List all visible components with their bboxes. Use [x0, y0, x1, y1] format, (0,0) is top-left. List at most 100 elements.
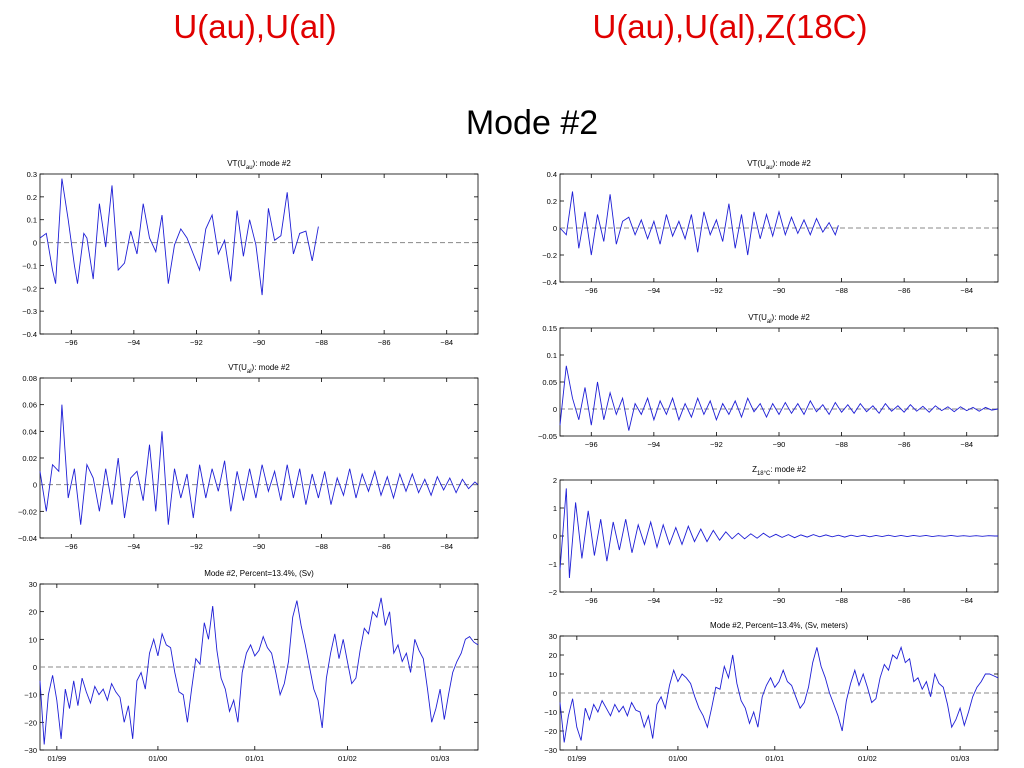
- y-tick-label: 0.06: [22, 401, 37, 410]
- y-tick-label: −0.4: [542, 278, 557, 287]
- heading-left: U(au),U(al): [173, 8, 337, 45]
- y-tick-label: 10: [549, 670, 557, 679]
- y-tick-label: 2: [553, 476, 557, 485]
- y-tick-label: 20: [549, 651, 557, 660]
- y-tick-label: −2: [548, 588, 557, 597]
- chart-title: Mode #2, Percent=13.4%, (Sv): [204, 569, 314, 578]
- x-tick-label: −84: [960, 596, 973, 605]
- chart-title: VT(Ual): mode #2: [228, 363, 290, 375]
- x-tick-label: −86: [898, 286, 911, 295]
- y-tick-label: 0.15: [542, 324, 557, 333]
- page-title: Mode #2: [465, 104, 599, 142]
- y-tick-label: 1: [553, 504, 557, 513]
- x-tick-label: 01/99: [567, 754, 586, 763]
- y-tick-label: 30: [29, 580, 37, 589]
- y-tick-label: 0.08: [22, 374, 37, 383]
- y-tick-label: 0.2: [547, 197, 557, 206]
- x-tick-label: −92: [710, 286, 723, 295]
- plot-frame: [39, 173, 479, 335]
- chart-left-uau: VT(Uau): mode #2 −0.4 −0.3 −0.2 −0.1 0 0.1 0.2 0…: [22, 159, 479, 347]
- x-tick-label: −88: [835, 286, 848, 295]
- x-tick-label: 01/00: [149, 754, 168, 763]
- y-tick-label: 0.2: [27, 193, 37, 202]
- chart-title: VT(Uau): mode #2: [747, 159, 811, 171]
- x-tick-label: −84: [960, 440, 973, 449]
- x-tick-label: −92: [190, 338, 203, 347]
- chart-right-ual: VT(Ual): mode #2 −0.05 0 0.05 0.1 0.15 −96 −94 −…: [538, 313, 999, 449]
- series-line: [39, 597, 479, 745]
- x-tick-label: −96: [585, 596, 598, 605]
- x-tick-label: −86: [378, 542, 391, 551]
- y-tick-label: 0: [553, 224, 557, 233]
- chart-right-uau: VT(Uau): mode #2 −0.4 −0.2 0 0.2 0.4 −96 −94 −92…: [542, 159, 999, 295]
- x-tick-label: −88: [835, 596, 848, 605]
- x-tick-label: −86: [898, 596, 911, 605]
- y-tick-label: −0.2: [542, 251, 557, 260]
- x-tick-label: −88: [315, 338, 328, 347]
- x-tick-label: −90: [773, 286, 786, 295]
- chart-title: VT(Uau): mode #2: [227, 159, 291, 171]
- y-tick-label: −0.2: [22, 284, 37, 293]
- chart-right-mode2-timeseries: Mode #2, Percent=13.4%, (Sv, meters) −30 −…: [544, 621, 999, 763]
- y-tick-label: 0.04: [22, 427, 37, 436]
- y-tick-label: 0: [553, 405, 557, 414]
- y-tick-label: −0.02: [18, 507, 37, 516]
- x-tick-label: −96: [585, 286, 598, 295]
- series-line: [559, 645, 999, 743]
- y-tick-label: 20: [29, 608, 37, 617]
- chart-title: VT(Ual): mode #2: [748, 313, 810, 325]
- x-tick-label: −84: [960, 286, 973, 295]
- y-tick-label: −10: [544, 708, 557, 717]
- series-line: [559, 191, 839, 256]
- x-tick-label: −94: [127, 338, 140, 347]
- x-tick-label: −90: [253, 338, 266, 347]
- y-tick-label: −0.05: [538, 432, 557, 441]
- y-tick-label: −0.04: [18, 534, 37, 543]
- y-tick-label: 0: [553, 532, 557, 541]
- x-tick-label: −96: [65, 338, 78, 347]
- x-tick-label: −90: [253, 542, 266, 551]
- y-tick-label: −10: [24, 691, 37, 700]
- x-tick-label: −96: [585, 440, 598, 449]
- y-tick-label: 0.1: [547, 351, 557, 360]
- x-tick-label: −86: [378, 338, 391, 347]
- x-tick-label: 01/02: [858, 754, 877, 763]
- y-tick-label: 0: [33, 239, 37, 248]
- y-tick-label: −0.1: [22, 261, 37, 270]
- y-tick-label: −30: [544, 746, 557, 755]
- series-line: [559, 365, 999, 431]
- plot-frame: [559, 327, 999, 437]
- y-tick-label: 30: [549, 632, 557, 641]
- y-tick-label: 0.4: [547, 170, 557, 179]
- y-tick-label: 10: [29, 635, 37, 644]
- x-tick-label: −90: [773, 440, 786, 449]
- x-tick-label: −96: [65, 542, 78, 551]
- plot-frame: [39, 377, 479, 539]
- x-tick-label: −84: [440, 542, 453, 551]
- y-tick-label: 0: [553, 689, 557, 698]
- x-tick-label: −84: [440, 338, 453, 347]
- heading-right: U(au),U(al),Z(18C): [592, 8, 868, 45]
- y-tick-label: −0.4: [22, 330, 37, 339]
- x-tick-label: −86: [898, 440, 911, 449]
- x-tick-label: −94: [647, 440, 660, 449]
- chart-title: Z18°C: mode #2: [752, 465, 806, 477]
- x-tick-label: 01/00: [669, 754, 688, 763]
- y-tick-label: 0: [33, 481, 37, 490]
- x-tick-label: −90: [773, 596, 786, 605]
- x-tick-label: 01/01: [245, 754, 264, 763]
- y-tick-label: 0.3: [27, 170, 37, 179]
- chart-title: Mode #2, Percent=13.4%, (Sv, meters): [710, 621, 848, 630]
- chart-left-mode2-timeseries: Mode #2, Percent=13.4%, (Sv) −30 −20 −10 0 10…: [24, 569, 479, 763]
- x-tick-label: −94: [647, 286, 660, 295]
- x-tick-label: 01/02: [338, 754, 357, 763]
- x-tick-label: −94: [647, 596, 660, 605]
- series-line: [559, 488, 998, 579]
- y-tick-label: −20: [24, 718, 37, 727]
- y-tick-label: 0: [33, 663, 37, 672]
- x-tick-label: 01/03: [951, 754, 970, 763]
- chart-right-z18c: Z18°C: mode #2 −2 −1 0 1 2 −96 −94 −92 −90 −88 −86 −…: [548, 465, 999, 605]
- x-tick-label: 01/99: [47, 754, 66, 763]
- x-tick-label: −88: [315, 542, 328, 551]
- x-tick-label: −92: [190, 542, 203, 551]
